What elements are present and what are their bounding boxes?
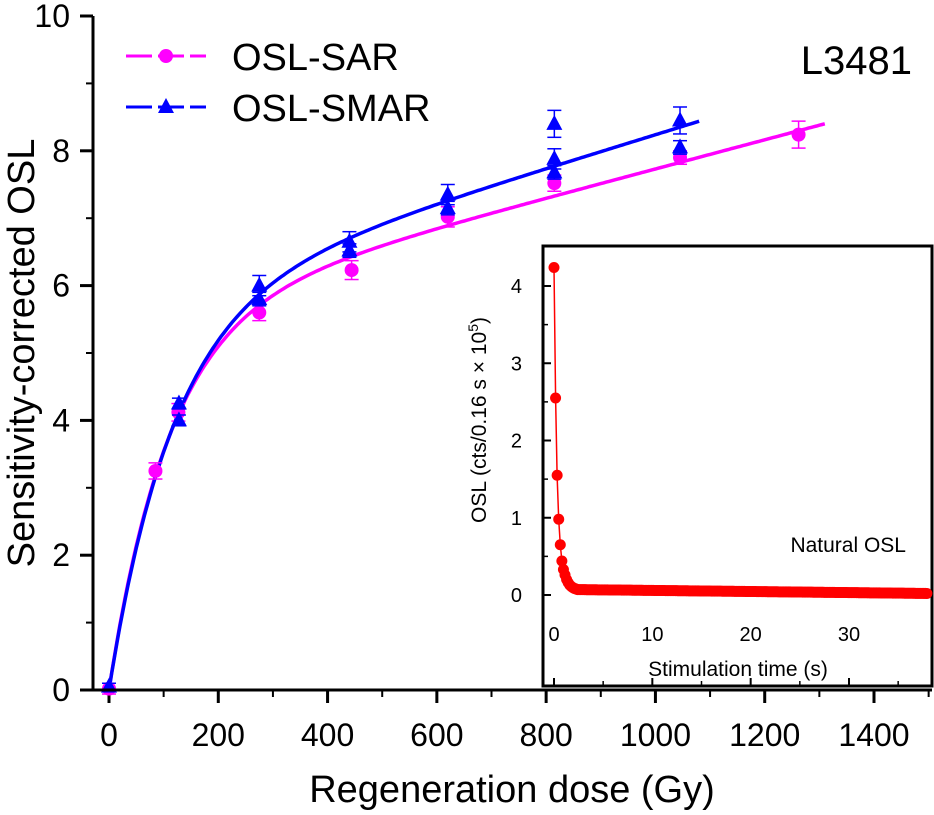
inset-annotation: Natural OSL [790, 534, 906, 557]
data-point-osl-sar [344, 263, 359, 278]
inset-data-point [556, 555, 568, 567]
legend-label-osl-sar: OSL-SAR [232, 37, 399, 79]
data-point-osl-smar [672, 111, 689, 127]
inset-data [548, 261, 933, 599]
data-point-osl-smar [672, 138, 689, 154]
main-y-tick-label: 8 [52, 133, 70, 169]
main-fit-curves [107, 119, 826, 691]
inset-plot: 0 10 20 30 0 1 2 3 4 Natural OSL Stimulation tim… [465, 244, 934, 688]
main-x-tick-label: 1000 [620, 717, 691, 753]
inset-x-axis-label: Stimulation time (s) [648, 658, 828, 681]
inset-x-tick-label: 20 [740, 624, 762, 646]
legend-label-osl-smar: OSL-SMAR [232, 88, 430, 130]
data-point-osl-sar [148, 463, 163, 478]
data-point-osl-smar [546, 163, 563, 179]
inset-frame [541, 244, 934, 688]
inset-data-point [548, 261, 560, 273]
main-y-tick-label: 0 [52, 672, 70, 708]
main-x-axis-label: Regeneration dose (Gy) [309, 769, 715, 811]
data-point-osl-smar [251, 276, 268, 292]
data-point-osl-smar [439, 185, 456, 201]
inset-y-tick-label: 0 [511, 585, 522, 607]
inset-y-label-close: ) [468, 317, 491, 324]
main-y-axis-label: Sensitivity-corrected OSL [1, 139, 43, 568]
inset-y-tick-label: 2 [511, 431, 522, 453]
inset-x-tick-label: 10 [641, 624, 663, 646]
main-x-tick-label: 1200 [729, 717, 800, 753]
data-point-osl-smar [341, 241, 358, 257]
data-point-osl-smar [439, 199, 456, 215]
fit-curve-osl-smar [107, 119, 700, 691]
main-x-tick-label: 800 [519, 717, 572, 753]
main-x-tick-label: 400 [301, 717, 354, 753]
inset-y-label-main: OSL (cts/0.16 s × 10 [468, 332, 491, 523]
inset-data-point [553, 513, 565, 525]
data-point-osl-smar [546, 114, 563, 130]
main-y-tick-label: 6 [52, 268, 70, 304]
inset-data-point [554, 539, 566, 551]
fit-curve-osl-sar [107, 122, 826, 691]
inset-x-tick-label: 0 [548, 624, 559, 646]
legend: OSL-SAR OSL-SMAR [126, 37, 430, 130]
main-data-points [101, 106, 806, 696]
main-x-tick-label: 1400 [838, 717, 909, 753]
main-y-tick-label: 10 [34, 0, 70, 34]
data-point-osl-smar [546, 149, 563, 165]
main-x-tick-label: 0 [100, 717, 118, 753]
main-y-tick-label: 2 [52, 537, 70, 573]
inset-data-point [550, 392, 562, 404]
inset-axis-ticks: 0 10 20 30 0 1 2 3 4 [511, 276, 899, 686]
data-point-osl-sar [791, 127, 806, 142]
legend-item-osl-smar: OSL-SMAR [126, 88, 430, 130]
main-y-tick-label: 4 [52, 402, 70, 438]
data-point-osl-smar [251, 290, 268, 306]
inset-y-label-exponent: 5 [465, 324, 481, 332]
main-x-tick-label: 600 [410, 717, 463, 753]
sample-id-label: L3481 [801, 39, 912, 83]
legend-marker-circle [159, 49, 173, 63]
data-point-osl-sar [252, 305, 267, 320]
inset-data-point [551, 469, 563, 481]
data-point-osl-smar [170, 411, 187, 427]
data-point-osl-smar [170, 394, 187, 410]
inset-y-tick-label: 1 [511, 508, 522, 530]
inset-y-tick-label: 4 [511, 276, 522, 298]
inset-x-tick-label: 30 [838, 624, 860, 646]
inset-y-tick-label: 3 [511, 353, 522, 375]
legend-item-osl-sar: OSL-SAR [126, 37, 399, 79]
inset-data-point [921, 587, 933, 599]
legend-marker-triangle [158, 98, 174, 113]
main-x-tick-label: 200 [192, 717, 245, 753]
inset-y-axis-label: OSL (cts/0.16 s × 105) [465, 317, 491, 523]
